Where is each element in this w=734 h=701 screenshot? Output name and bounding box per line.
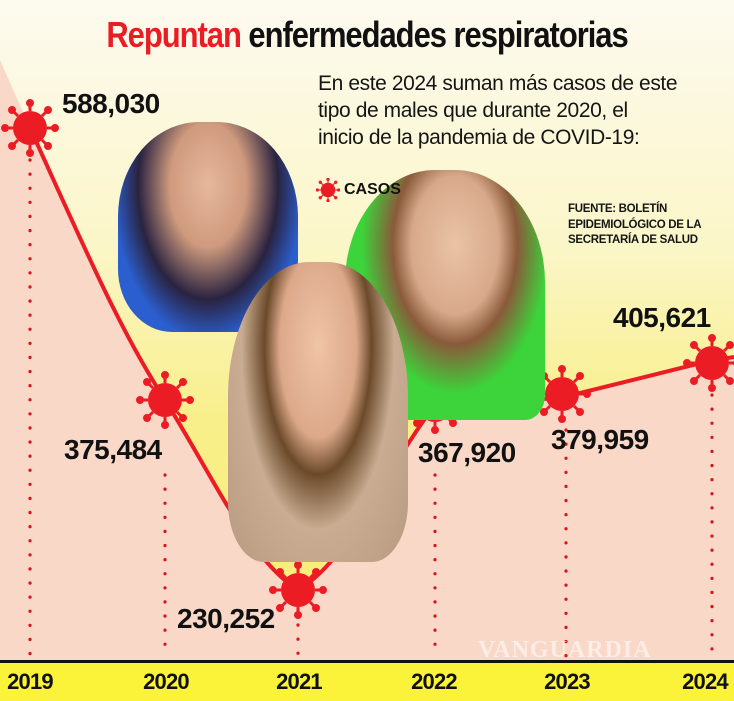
x-tick-2020: 2020 (143, 669, 190, 694)
legend: CASOS (316, 178, 401, 202)
source-line: SECRETARÍA DE SALUD (568, 234, 698, 246)
subtitle-line: inicio de la pandemia de COVID-19: (318, 126, 640, 149)
legend-label: CASOS (344, 181, 401, 198)
drop-lines (28, 158, 714, 660)
data-label-2023: 379,959 (551, 424, 649, 455)
watermark: VANGUARDIA (478, 637, 652, 663)
virus-marker-2019 (0, 98, 60, 158)
data-label-2024: 405,621 (613, 302, 711, 333)
x-axis-line (0, 660, 734, 663)
source-line: FUENTE: BOLETÍN (568, 203, 667, 215)
x-tick-2021: 2021 (276, 669, 323, 694)
area-fill (0, 60, 734, 660)
data-label-2022: 367,920 (418, 437, 516, 468)
source-line: EPIDEMIOLÓGICO DE LA (568, 218, 702, 231)
data-label-2019: 588,030 (62, 88, 160, 119)
virus-marker-2021 (268, 560, 328, 620)
photo-boy-sore-throat (228, 262, 408, 562)
page-title: Repuntan enfermedades respiratorias (51, 14, 682, 56)
virus-icon (316, 178, 340, 202)
x-tick-2024: 2024 (682, 669, 729, 694)
virus-marker-2020 (135, 370, 195, 430)
x-tick-2022: 2022 (411, 669, 458, 694)
subtitle: En este 2024 suman más casos de este tip… (318, 70, 734, 151)
x-tick-2019: 2019 (7, 669, 54, 694)
subtitle-line: En este 2024 suman más casos de este (318, 72, 678, 95)
title-accent: Repuntan (106, 14, 242, 55)
source-note: FUENTE: BOLETÍN EPIDEMIOLÓGICO DE LA SEC… (568, 202, 702, 249)
subtitle-line: tipo de males que durante 2020, el (318, 99, 628, 122)
x-tick-2023: 2023 (544, 669, 591, 694)
x-axis-band (0, 663, 734, 701)
data-label-2021: 230,252 (177, 603, 275, 634)
data-label-2020: 375,484 (64, 434, 162, 465)
title-rest: enfermedades respiratorias (240, 14, 628, 55)
